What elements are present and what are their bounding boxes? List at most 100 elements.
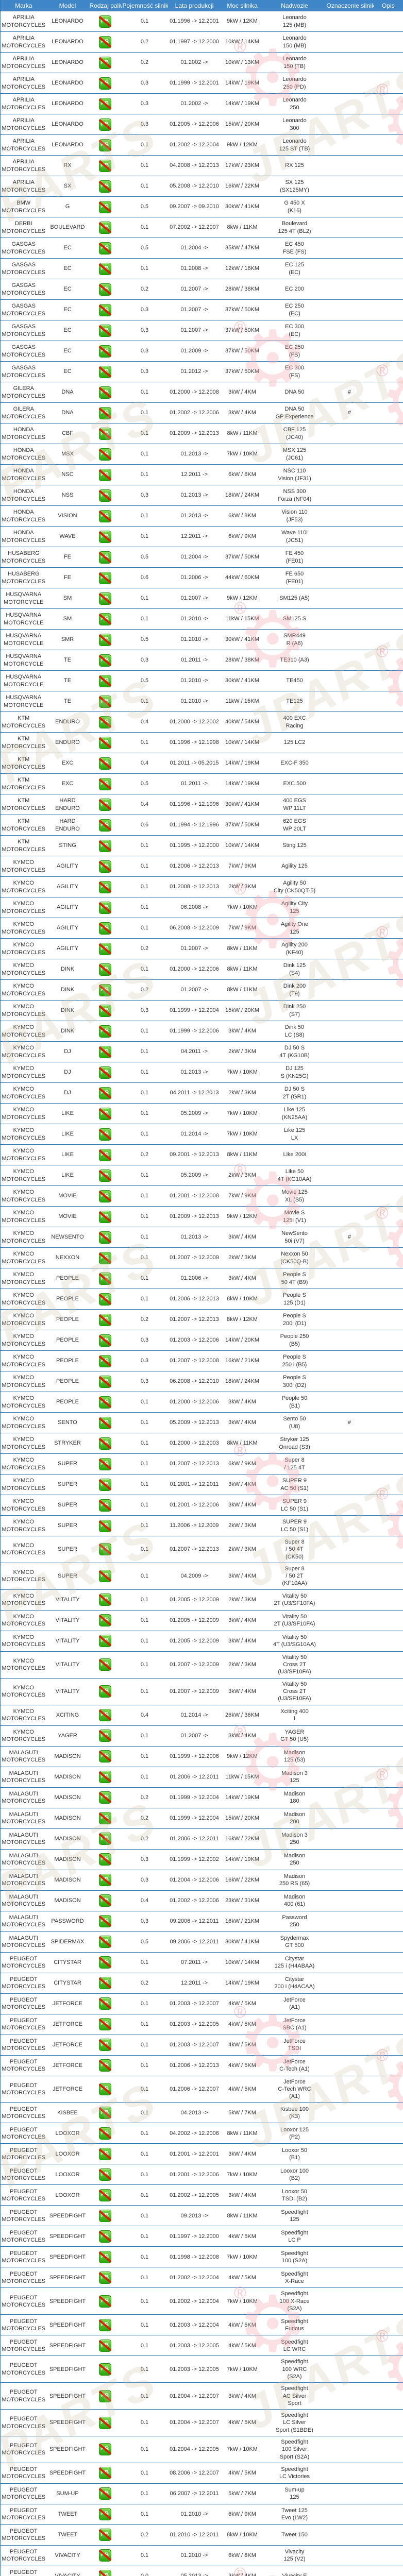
cell-rodzaj-paliwa: PB [88,258,122,279]
cell-rodzaj-paliwa: PB [88,1766,122,1788]
cell-model: MADISON [46,1787,89,1808]
cell-oznaczenie-silnika [325,11,374,32]
cell-oznaczenie-silnika [325,753,374,774]
cell-opis [373,1124,403,1145]
cell-moc-silnika: 7kW / 9KM [221,918,264,939]
cell-nadwozie: Vivacity E [263,2565,326,2576]
cell-nadwozie: Leonardo 150 (MB) [263,31,326,53]
cell-lata-produkcji: 01.2001 -> 12.2006 [167,1495,221,1516]
cell-nadwozie: TE125 [263,691,326,712]
cell-oznaczenie-silnika [325,2436,374,2463]
column-header-lata-produkcji: Lata produkcji [167,0,221,11]
cell-lata-produkcji: 01.2010 -> [167,2545,221,2566]
fuel-pb-crossed-icon: PB [98,365,112,378]
cell-oznaczenie-silnika [325,1124,374,1145]
cell-rodzaj-paliwa: PB [88,155,122,176]
table-row: PEUGEOT MOTORCYCLES CITYSTAR PB 0.1 07.2… [0,1952,403,1973]
fuel-pb-crossed-icon: PB [98,1791,112,1804]
cell-opis [373,505,403,527]
cell-lata-produkcji: 01.2010 -> [167,2503,221,2525]
fuel-pb-crossed-icon: PB [98,448,112,461]
cell-opis [373,1474,403,1495]
cell-oznaczenie-silnika [325,1103,374,1124]
fuel-pb-crossed-icon: PB [98,2147,112,2160]
column-header-moc-silnika: Moc silnika [221,0,264,11]
cell-moc-silnika: 4kW / 5KM [221,2013,264,2035]
cell-marka: HUSABERG MOTORCYCLES [0,567,47,588]
cell-oznaczenie-silnika [325,711,374,733]
cell-lata-produkcji: 01.1996 -> 12.1996 [167,794,221,815]
cell-marka: GASGAS MOTORCYCLES [0,258,47,279]
cell-marka: PEUGEOT MOTORCYCLES [0,2503,47,2525]
cell-model: VITALITY [46,1677,89,1705]
cell-pojemnosc-silnika: 0.1 [121,1725,168,1747]
cell-lata-produkcji: 07.2011 -> [167,1952,221,1973]
cell-oznaczenie-silnika [325,2164,374,2185]
cell-nadwozie: Looxor 50 (B1) [263,2143,326,2164]
cell-pojemnosc-silnika: 0.3 [121,361,168,382]
fuel-pb-crossed-icon: PB [98,1107,112,1120]
table-row: PEUGEOT MOTORCYCLES JETFORCE PB 0.1 01.2… [0,2013,403,2035]
cell-model: CITYSTAR [46,1952,89,1973]
cell-moc-silnika: 14kW / 19KM [221,753,264,774]
cell-opis [373,2013,403,2035]
cell-rodzaj-paliwa: PB [88,773,122,794]
cell-oznaczenie-silnika [325,52,374,73]
cell-nadwozie: EC 250 (EC) [263,299,326,320]
cell-moc-silnika: 30kW / 41KM [221,670,264,691]
cell-pojemnosc-silnika: 0.1 [121,1562,168,1590]
table-row: KTM MOTORCYCLES STING PB 0.1 01.1995 -> … [0,835,403,856]
cell-model: SX [46,176,89,197]
cell-pojemnosc-silnika: 0.4 [121,753,168,774]
cell-lata-produkcji: 01.2011 -> [167,650,221,671]
cell-marka: PEUGEOT MOTORCYCLES [0,2524,47,2546]
cell-pojemnosc-silnika: 0.1 [121,856,168,877]
cell-marka: GASGAS MOTORCYCLES [0,320,47,341]
cell-lata-produkcji: 01.2010 -> [167,629,221,650]
fuel-pb-crossed-icon: PB [98,1750,112,1763]
cell-marka: HONDA MOTORCYCLES [0,464,47,485]
cell-nadwozie: Nexxon 50 (CK50Q-B) [263,1247,326,1268]
cell-oznaczenie-silnika [325,1766,374,1788]
fuel-pb-crossed-icon: PB [98,2570,112,2576]
cell-marka: KYMCO MOTORCYCLES [0,1609,47,1631]
cell-model: EC [46,258,89,279]
cell-pojemnosc-silnika: 0.1 [121,2483,168,2504]
cell-nadwozie: Xciting 400 i [263,1704,326,1726]
cell-opis [373,547,403,568]
cell-oznaczenie-silnika [325,2102,374,2123]
cell-moc-silnika: 16kW / 21KM [221,1350,264,1371]
cell-model: DNA [46,382,89,403]
cell-oznaczenie-silnika [325,114,374,135]
cell-lata-produkcji: 04.2002 -> 12.2006 [167,2123,221,2144]
cell-marka: APRILIA MOTORCYCLES [0,114,47,135]
cell-lata-produkcji: 01.1997 -> 12.2000 [167,2226,221,2247]
table-row: HONDA MOTORCYCLES VISION PB 0.1 01.2013 … [0,505,403,527]
cell-opis [373,815,403,836]
table-row: KTM MOTORCYCLES ENDURO PB 0.1 01.1996 ->… [0,732,403,753]
cell-pojemnosc-silnika: 0.1 [121,732,168,753]
cell-opis [373,835,403,856]
cell-nadwozie: People S 300i (D2) [263,1371,326,1392]
cell-pojemnosc-silnika: 0.1 [121,1247,168,1268]
cell-rodzaj-paliwa: PB [88,1495,122,1516]
table-row: KYMCO MOTORCYCLES VITALITY PB 0.1 01.200… [0,1609,403,1631]
cell-pojemnosc-silnika: 0.4 [121,1890,168,1911]
cell-opis [373,2524,403,2546]
cell-marka: KYMCO MOTORCYCLES [0,1350,47,1371]
table-row: PEUGEOT MOTORCYCLES SPEEDFIGHT PB 0.1 01… [0,2409,403,2436]
cell-opis [373,1651,403,1679]
cell-pojemnosc-silnika: 0.1 [121,2102,168,2123]
cell-marka: HONDA MOTORCYCLES [0,485,47,506]
cell-lata-produkcji: 01.2003 -> 12.2005 [167,2355,221,2383]
cell-model: STING [46,835,89,856]
cell-lata-produkcji: 01.2011 -> [167,773,221,794]
cell-nadwozie: Like 200i [263,1144,326,1165]
fuel-pb-crossed-icon: PB [98,1272,112,1285]
cell-rodzaj-paliwa: PB [88,1185,122,1207]
cell-rodzaj-paliwa: PB [88,1103,122,1124]
cell-nadwozie: TE310 (A3) [263,650,326,671]
cell-marka: KYMCO MOTORCYCLES [0,1289,47,1310]
table-row: KYMCO MOTORCYCLES SUPER PB 0.1 01.2007 -… [0,1536,403,1563]
cell-marka: HUSQVARNA MOTORCYCLE [0,670,47,691]
